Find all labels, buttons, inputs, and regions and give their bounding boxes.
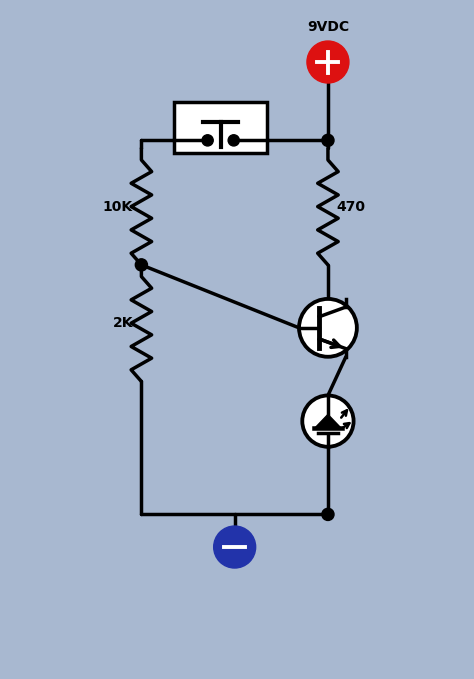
Text: 10K: 10K — [103, 200, 133, 214]
Text: 470: 470 — [337, 200, 365, 214]
Text: 2K: 2K — [112, 316, 133, 330]
Polygon shape — [315, 414, 341, 428]
Circle shape — [302, 395, 354, 447]
Circle shape — [202, 134, 213, 146]
Circle shape — [228, 134, 239, 146]
Circle shape — [299, 299, 357, 356]
Circle shape — [322, 509, 334, 520]
Circle shape — [322, 134, 334, 147]
Circle shape — [136, 259, 147, 271]
Text: 9VDC: 9VDC — [307, 20, 349, 34]
Circle shape — [214, 526, 255, 568]
FancyBboxPatch shape — [174, 102, 267, 153]
Circle shape — [307, 41, 349, 83]
